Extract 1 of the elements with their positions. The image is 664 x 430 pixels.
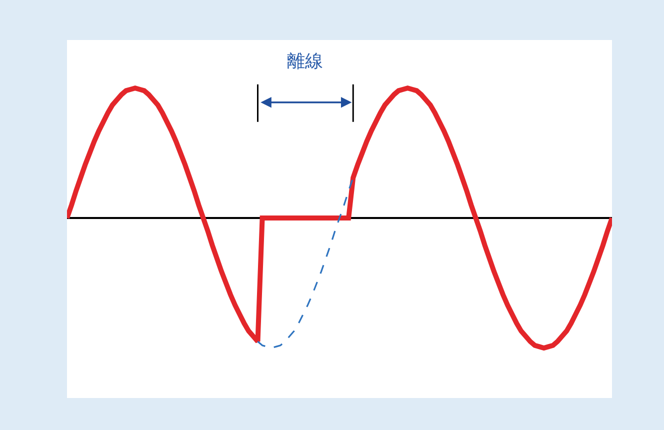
text: 離線 <box>287 51 323 72</box>
